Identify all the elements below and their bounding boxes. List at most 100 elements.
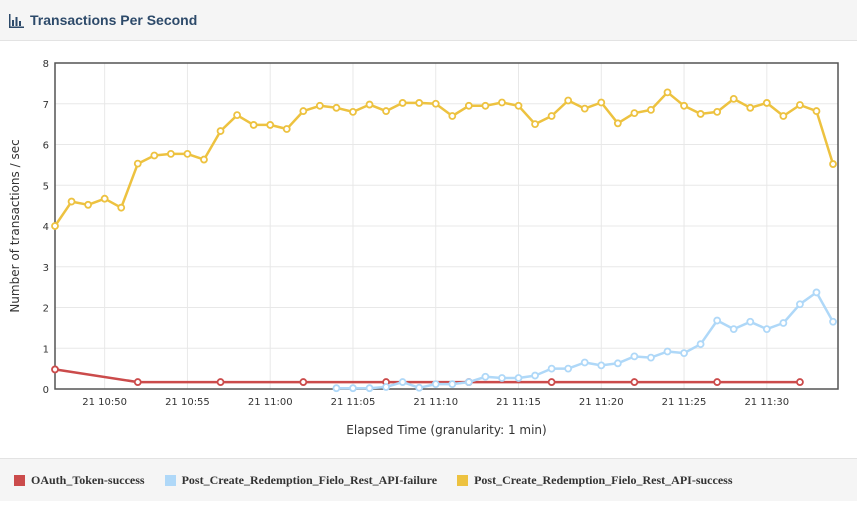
- data-point-failure[interactable]: [696, 340, 705, 349]
- data-point-failure[interactable]: [481, 372, 490, 381]
- data-point-failure[interactable]: [464, 378, 473, 386]
- data-point-success[interactable]: [67, 197, 76, 206]
- data-point-success[interactable]: [332, 103, 341, 112]
- data-point-success[interactable]: [729, 94, 738, 103]
- y-tick-label: 4: [43, 222, 49, 233]
- data-point-success[interactable]: [216, 127, 225, 135]
- x-tick-label: 21 10:55: [165, 397, 210, 408]
- data-point-success[interactable]: [464, 101, 473, 110]
- data-point-success[interactable]: [365, 100, 374, 109]
- legend-item-failure[interactable]: Post_Create_Redemption_Fielo_Rest_API-fa…: [164, 473, 437, 488]
- data-point-success[interactable]: [200, 155, 208, 164]
- data-point-success[interactable]: [249, 121, 258, 129]
- data-point-success[interactable]: [580, 104, 589, 113]
- data-point-oauth[interactable]: [299, 378, 308, 386]
- data-point-oauth[interactable]: [216, 378, 225, 386]
- data-point-oauth[interactable]: [713, 378, 722, 386]
- data-point-success[interactable]: [514, 101, 523, 110]
- data-point-failure[interactable]: [514, 374, 523, 382]
- series-line-failure[interactable]: [336, 291, 835, 390]
- data-point-success[interactable]: [696, 110, 705, 118]
- data-point-success[interactable]: [84, 200, 93, 209]
- data-point-oauth[interactable]: [51, 365, 59, 374]
- data-point-failure[interactable]: [663, 347, 672, 356]
- data-point-failure[interactable]: [680, 349, 688, 358]
- data-point-failure[interactable]: [746, 317, 755, 326]
- data-point-failure[interactable]: [729, 325, 738, 333]
- legend-item-oauth[interactable]: OAuth_Token-success: [14, 473, 145, 488]
- data-point-failure[interactable]: [796, 300, 804, 309]
- data-point-failure[interactable]: [431, 380, 440, 389]
- data-point-failure[interactable]: [365, 384, 374, 393]
- data-point-success[interactable]: [829, 160, 837, 168]
- data-point-success[interactable]: [415, 99, 424, 107]
- chart-area[interactable]: 0 1 2 3 4 5 6 7 8 21 10:50 21 10:55 21 11:00 21 11:0…: [0, 41, 857, 456]
- data-point-failure[interactable]: [613, 359, 622, 368]
- data-point-failure[interactable]: [597, 361, 606, 370]
- data-point-success[interactable]: [349, 108, 357, 116]
- x-tick-label: 21 11:05: [331, 397, 376, 408]
- data-point-failure[interactable]: [647, 353, 655, 362]
- data-point-failure[interactable]: [829, 317, 837, 326]
- data-point-failure[interactable]: [547, 364, 556, 373]
- data-point-success[interactable]: [166, 149, 175, 158]
- data-point-success[interactable]: [282, 125, 291, 133]
- data-point-success[interactable]: [150, 151, 159, 160]
- data-point-failure[interactable]: [332, 384, 341, 393]
- data-point-failure[interactable]: [812, 288, 821, 297]
- data-point-success[interactable]: [713, 108, 722, 116]
- data-point-failure[interactable]: [415, 383, 424, 392]
- data-point-success[interactable]: [382, 107, 390, 115]
- data-point-success[interactable]: [746, 103, 755, 112]
- data-point-success[interactable]: [812, 107, 821, 115]
- tps-line-chart[interactable]: 0 1 2 3 4 5 6 7 8 21 10:50 21 10:55 21 11:00 21 11:0…: [0, 41, 857, 456]
- data-point-success[interactable]: [117, 203, 126, 212]
- data-point-failure[interactable]: [398, 378, 407, 386]
- data-point-success[interactable]: [680, 101, 688, 110]
- data-point-success[interactable]: [796, 101, 804, 109]
- data-point-failure[interactable]: [382, 383, 390, 391]
- data-point-success[interactable]: [547, 112, 556, 120]
- data-point-success[interactable]: [233, 111, 241, 120]
- legend-swatch-oauth: [14, 474, 25, 486]
- panel-header[interactable]: Transactions Per Second: [0, 0, 857, 41]
- data-point-success[interactable]: [398, 99, 407, 107]
- data-point-success[interactable]: [630, 109, 639, 118]
- data-point-failure[interactable]: [531, 371, 539, 380]
- data-point-success[interactable]: [266, 121, 275, 129]
- legend-item-success[interactable]: Post_Create_Redemption_Fielo_Rest_API-su…: [457, 473, 733, 488]
- data-point-failure[interactable]: [564, 364, 573, 373]
- data-point-success[interactable]: [315, 101, 324, 110]
- data-point-oauth[interactable]: [796, 378, 804, 386]
- data-point-success[interactable]: [481, 101, 490, 110]
- data-point-success[interactable]: [431, 99, 440, 108]
- data-point-success[interactable]: [597, 98, 606, 107]
- panel-title: Transactions Per Second: [30, 12, 198, 28]
- data-point-failure[interactable]: [779, 319, 788, 327]
- data-point-success[interactable]: [531, 120, 539, 129]
- data-point-failure[interactable]: [349, 384, 357, 393]
- data-point-oauth[interactable]: [630, 378, 639, 386]
- data-point-success[interactable]: [448, 112, 457, 120]
- data-point-success[interactable]: [613, 119, 622, 128]
- data-point-failure[interactable]: [762, 325, 771, 333]
- data-point-success[interactable]: [779, 112, 788, 120]
- data-point-success[interactable]: [498, 98, 506, 107]
- data-point-failure[interactable]: [498, 374, 506, 382]
- data-point-success[interactable]: [564, 96, 573, 105]
- data-point-oauth[interactable]: [547, 378, 556, 386]
- data-point-success[interactable]: [133, 159, 142, 168]
- series-line-oauth[interactable]: [54, 368, 800, 384]
- data-point-failure[interactable]: [448, 380, 457, 389]
- data-point-success[interactable]: [762, 99, 771, 107]
- data-point-success[interactable]: [51, 222, 59, 230]
- data-point-failure[interactable]: [713, 316, 722, 325]
- data-point-failure[interactable]: [580, 358, 589, 367]
- data-point-failure[interactable]: [630, 352, 639, 361]
- data-point-success[interactable]: [183, 149, 192, 158]
- data-point-success[interactable]: [663, 88, 672, 97]
- data-point-success[interactable]: [647, 105, 655, 114]
- data-point-oauth[interactable]: [133, 378, 142, 386]
- data-point-success[interactable]: [299, 107, 308, 115]
- data-point-success[interactable]: [100, 194, 109, 203]
